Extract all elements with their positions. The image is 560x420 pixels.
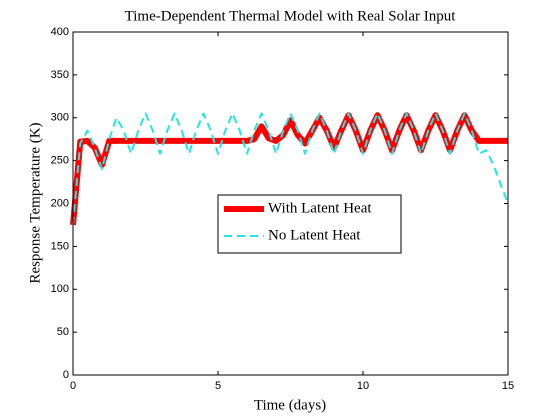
- y-axis-label: Response Temperature (K): [27, 122, 43, 283]
- y-tick-label: 250: [51, 155, 69, 167]
- legend-box: [217, 194, 402, 254]
- legend-label: No Latent Heat: [268, 227, 361, 243]
- y-tick-label: 50: [57, 326, 69, 338]
- plot-frame: [72, 31, 509, 376]
- legend-label: With Latent Heat: [268, 200, 372, 216]
- y-tick-label: 150: [51, 240, 69, 252]
- legend: With Latent Heat No Latent Heat: [217, 194, 402, 254]
- data-line: [72, 112, 509, 226]
- x-tick-label: 10: [357, 380, 369, 392]
- x-axis-label: Time (days): [254, 397, 326, 413]
- chart-title: Time-Dependent Thermal Model with Real S…: [125, 8, 457, 24]
- y-tick-label: 100: [51, 283, 69, 295]
- y-tick-label: 300: [51, 112, 69, 124]
- x-tick-label: 0: [70, 380, 76, 392]
- y-tick-label: 400: [51, 26, 69, 38]
- y-tick-label: 200: [51, 197, 69, 209]
- y-tick-label: 350: [51, 69, 69, 81]
- x-tick-label: 5: [215, 380, 221, 392]
- y-tick-label: 0: [63, 369, 69, 381]
- x-tick-label: 15: [502, 380, 514, 392]
